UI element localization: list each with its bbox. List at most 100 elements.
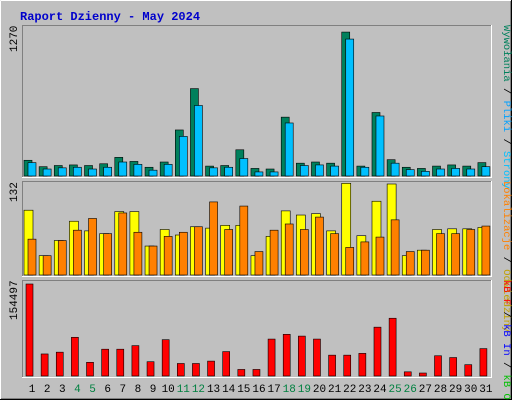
bar-files-day-15: [239, 158, 249, 177]
bar-files-day-2: [42, 168, 52, 177]
bar-files-day-20: [315, 164, 324, 177]
legend-sites: Lokalizacje: [500, 181, 512, 250]
bar-kbytes-day-1: [25, 283, 34, 377]
bar-files-day-21: [330, 165, 339, 177]
bar-sites-day-7: [118, 212, 128, 276]
bar-sites-day-5: [88, 218, 97, 276]
bar-kbytes-day-19: [298, 335, 306, 377]
bar-kbytes-day-23: [358, 353, 367, 377]
day-label-25: 25: [389, 384, 402, 396]
legend-hits: Wywołania: [500, 25, 512, 82]
legend-bottom: kB F / kB In / kB Out: [500, 280, 512, 400]
legend-visits: Odwiedziny: [500, 269, 512, 332]
bar-sites-day-13: [209, 201, 218, 276]
bar-sites-day-17: [269, 229, 279, 276]
bar-kbytes-day-15: [237, 369, 246, 377]
bar-sites-day-26: [405, 251, 415, 276]
day-label-29: 29: [449, 384, 462, 396]
bar-kbytes-day-28: [434, 355, 442, 377]
bar-kbytes-day-4: [71, 336, 79, 377]
bar-kbytes-day-17: [267, 338, 276, 377]
bar-sites-day-29: [451, 233, 460, 276]
bar-files-day-25: [390, 162, 400, 177]
day-label-27: 27: [419, 384, 432, 396]
bar-files-day-22: [345, 38, 355, 177]
bar-kbytes-day-10: [161, 339, 170, 377]
bar-kbytes-day-5: [86, 362, 94, 377]
bar-kbytes-day-18: [282, 334, 291, 377]
bar-kbytes-day-13: [207, 360, 215, 377]
bar-sites-day-15: [239, 205, 249, 276]
bar-kbytes-day-24: [373, 326, 382, 377]
bar-kbytes-day-9: [146, 361, 155, 377]
bar-files-day-30: [466, 168, 476, 177]
day-label-14: 14: [222, 384, 236, 396]
panel-top-area: [22, 25, 491, 178]
day-label-9: 9: [150, 384, 157, 396]
bar-files-day-1: [27, 162, 37, 177]
bar-files-day-24: [375, 115, 385, 177]
x-axis-day-labels: 1 2 3 4 5 6 7 8 9 10 11 12 13 14 15 16 17 18 19 20 21 22 23 24 2…: [29, 384, 493, 396]
day-label-31: 31: [479, 384, 493, 396]
day-label-16: 16: [252, 384, 265, 396]
bar-files-day-29: [451, 168, 460, 177]
panel-hits-files: [22, 25, 492, 178]
day-label-4: 4: [74, 384, 81, 396]
day-label-5: 5: [89, 384, 96, 396]
bar-sites-day-19: [300, 229, 309, 276]
bars-top: [23, 31, 491, 177]
bar-kbytes-day-20: [313, 338, 321, 377]
bar-files-day-27: [421, 171, 430, 177]
day-label-20: 20: [313, 384, 326, 396]
bar-sites-day-27: [421, 249, 430, 276]
bar-files-day-10: [163, 164, 173, 177]
bar-files-day-26: [405, 169, 415, 177]
bar-kbytes-day-14: [222, 351, 230, 377]
bar-kbytes-day-30: [464, 364, 473, 377]
bar-files-day-4: [73, 166, 82, 177]
bar-sites-day-18: [284, 223, 294, 276]
bar-files-day-17: [269, 171, 279, 177]
bar-kbytes-day-26: [403, 371, 412, 377]
day-label-30: 30: [464, 384, 477, 396]
bar-sites-day-25: [390, 219, 400, 276]
bar-sites-day-28: [436, 233, 445, 276]
bar-files-day-16: [254, 171, 264, 177]
bar-sites-day-14: [224, 229, 233, 276]
chart-title: Raport Dzienny - May 2024: [20, 10, 200, 24]
bar-kbytes-day-21: [328, 354, 336, 377]
day-label-13: 13: [207, 384, 220, 396]
bar-files-day-28: [436, 168, 445, 177]
day-label-17: 17: [267, 384, 280, 396]
bar-sites-day-9: [148, 245, 158, 276]
bars-middle: [23, 183, 491, 276]
bar-kbytes-day-22: [343, 354, 352, 377]
bar-sites-day-4: [73, 229, 82, 276]
day-label-6: 6: [104, 384, 111, 396]
bar-sites-day-2: [42, 255, 52, 276]
bar-sites-day-23: [360, 241, 370, 276]
day-label-3: 3: [59, 384, 66, 396]
legend-files: Pliki: [500, 101, 512, 133]
day-label-23: 23: [358, 384, 371, 396]
bar-kbytes-day-3: [55, 351, 64, 377]
bar-files-day-3: [57, 167, 67, 177]
legend-middle: Lokalizacje / Odwiedziny: [500, 181, 512, 332]
top-ymax-label: 1270: [9, 26, 21, 52]
day-label-12: 12: [192, 384, 205, 396]
bar-files-day-14: [224, 166, 233, 177]
legend-kb-in: kB In: [500, 324, 512, 356]
bar-kbytes-day-25: [388, 317, 397, 377]
bar-sites-day-3: [57, 240, 67, 276]
bar-files-day-11: [179, 136, 188, 177]
bar-sites-day-22: [345, 247, 355, 276]
bar-kbytes-day-12: [192, 363, 200, 377]
bar-kbytes-day-29: [449, 357, 457, 377]
day-label-10: 10: [162, 384, 175, 396]
bar-files-day-9: [148, 169, 158, 177]
bar-kbytes-day-6: [101, 348, 109, 377]
day-label-18: 18: [283, 384, 296, 396]
day-label-28: 28: [434, 384, 447, 396]
